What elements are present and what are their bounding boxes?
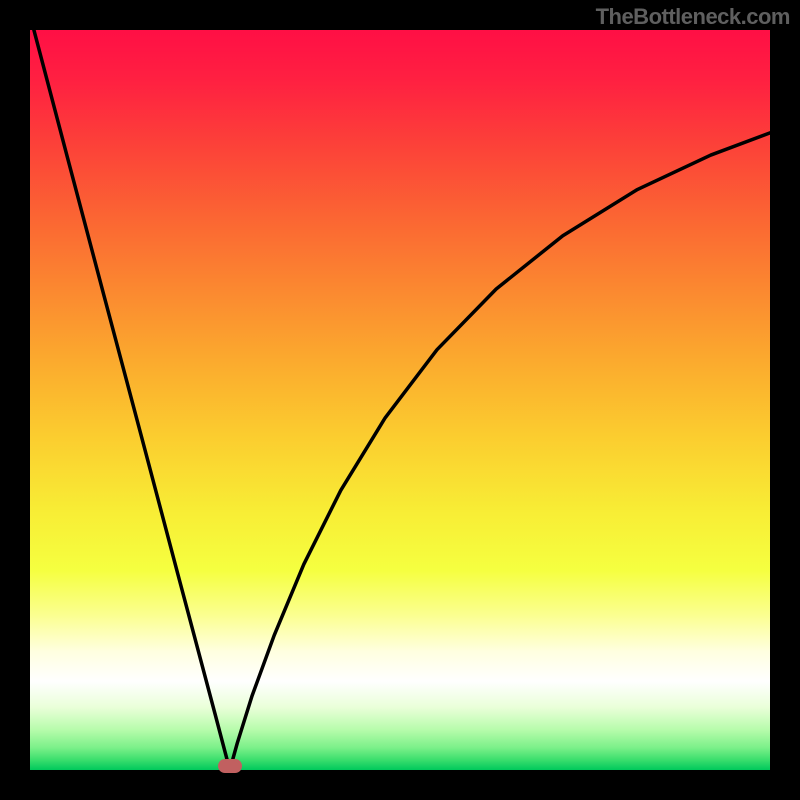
minimum-marker xyxy=(218,759,242,773)
bottleneck-curve xyxy=(30,30,770,770)
plot-area xyxy=(30,30,770,770)
chart-stage: TheBottleneck.com xyxy=(0,0,800,800)
watermark-text: TheBottleneck.com xyxy=(596,4,790,30)
